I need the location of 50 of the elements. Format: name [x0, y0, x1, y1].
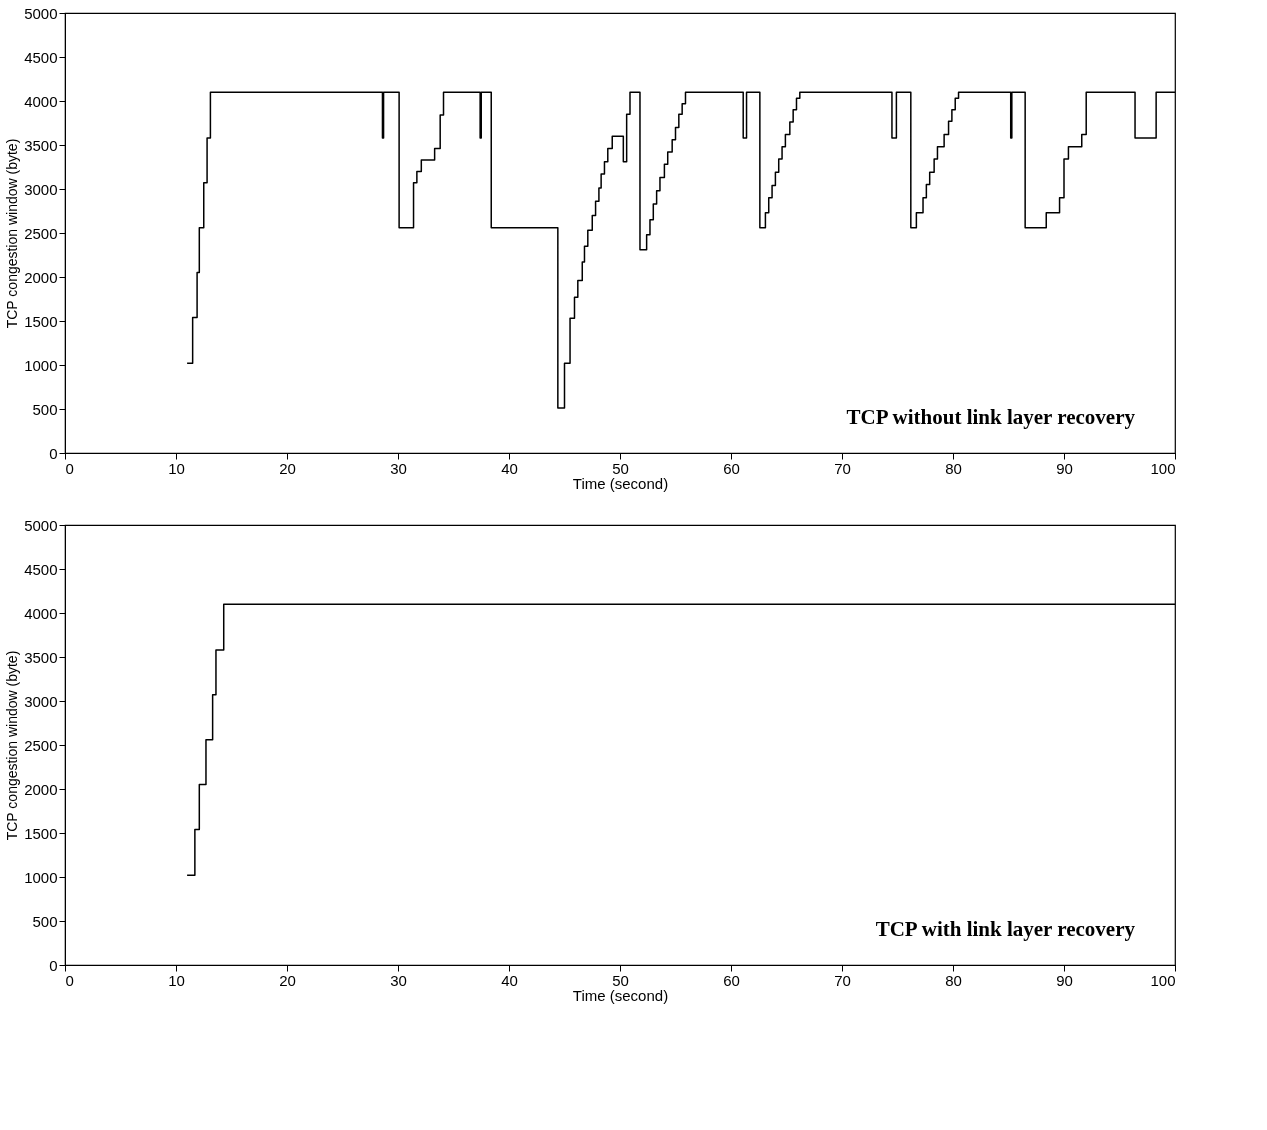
y-tick-label: 0: [49, 444, 58, 462]
x-tick-label: 70: [834, 459, 851, 477]
y-tick-label: 2000: [24, 780, 58, 798]
x-tick-label: 30: [390, 971, 407, 989]
annotation: TCP with link layer recovery: [875, 917, 1136, 941]
y-axis-title: TCP congestion window (byte): [4, 138, 21, 329]
y-tick-label: 2500: [24, 224, 58, 242]
y-tick-label: 4500: [24, 560, 58, 578]
y-tick-label: 4500: [24, 48, 58, 66]
x-tick-label: 100: [1150, 971, 1176, 989]
y-tick-label: 500: [32, 400, 58, 418]
y-tick-label: 3500: [24, 136, 58, 154]
x-tick-label: 80: [945, 459, 962, 477]
y-tick-label: 2000: [24, 268, 58, 286]
x-tick-label: 0: [65, 459, 74, 477]
x-tick-label: 10: [168, 459, 185, 477]
y-tick-label: 0: [49, 956, 58, 974]
y-tick-label: 3000: [24, 180, 58, 198]
x-tick-label: 60: [723, 459, 740, 477]
y-axis-title: TCP congestion window (byte): [4, 650, 21, 841]
y-tick-label: 1500: [24, 312, 58, 330]
x-tick-label: 30: [390, 459, 407, 477]
y-tick-label: 500: [32, 912, 58, 930]
y-tick-label: 1000: [24, 356, 58, 374]
y-tick-label: 1000: [24, 868, 58, 886]
x-tick-label: 100: [1150, 459, 1176, 477]
x-tick-label: 50: [612, 459, 629, 477]
x-tick-label: 60: [723, 971, 740, 989]
x-tick-label: 0: [65, 971, 74, 989]
y-tick-label: 3000: [24, 692, 58, 710]
x-tick-label: 40: [501, 459, 518, 477]
x-tick-label: 90: [1056, 971, 1073, 989]
y-tick-label: 2500: [24, 736, 58, 754]
x-tick-label: 40: [501, 971, 518, 989]
x-axis-title: Time (second): [572, 474, 669, 492]
x-tick-label: 20: [279, 971, 296, 989]
x-tick-label: 70: [834, 971, 851, 989]
x-tick-label: 80: [945, 971, 962, 989]
y-tick-label: 4000: [24, 604, 58, 622]
x-axis-title: Time (second): [572, 986, 669, 1004]
x-tick-label: 90: [1056, 459, 1073, 477]
x-tick-label: 10: [168, 971, 185, 989]
annotation: TCP without link layer recovery: [846, 405, 1136, 429]
y-tick-label: 4000: [24, 92, 58, 110]
x-tick-label: 50: [612, 971, 629, 989]
y-tick-label: 5000: [24, 516, 58, 534]
y-tick-label: 1500: [24, 824, 58, 842]
y-tick-label: 3500: [24, 648, 58, 666]
x-tick-label: 20: [279, 459, 296, 477]
y-tick-label: 5000: [24, 4, 58, 22]
